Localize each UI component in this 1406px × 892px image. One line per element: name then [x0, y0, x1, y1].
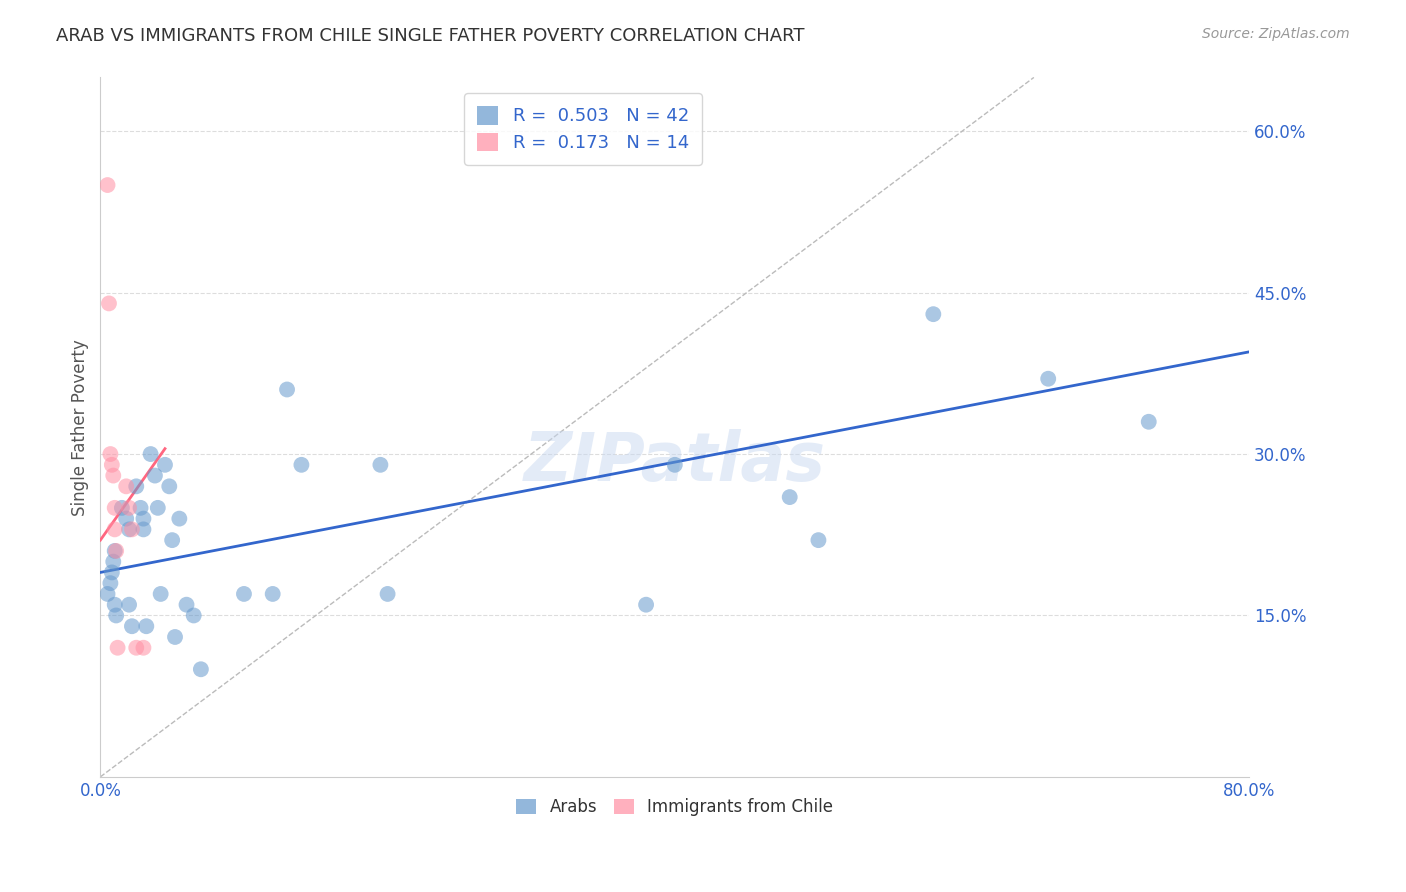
Point [118, 598, 141, 612]
Text: ARAB VS IMMIGRANTS FROM CHILE SINGLE FATHER POVERTY CORRELATION CHART: ARAB VS IMMIGRANTS FROM CHILE SINGLE FAT… [56, 27, 804, 45]
Point [233, 587, 256, 601]
Point [103, 555, 125, 569]
Point [103, 468, 125, 483]
Point [96, 178, 118, 192]
Point [153, 458, 176, 472]
Point [135, 619, 157, 633]
Point [104, 522, 127, 536]
Point [276, 383, 298, 397]
Point [105, 544, 128, 558]
Point [125, 640, 148, 655]
Point [100, 447, 122, 461]
Point [779, 490, 801, 504]
Point [98, 296, 121, 310]
Text: Source: ZipAtlas.com: Source: ZipAtlas.com [1202, 27, 1350, 41]
Point [96, 587, 118, 601]
Point [104, 500, 127, 515]
Point [190, 662, 212, 676]
Point [636, 598, 658, 612]
Point [105, 608, 128, 623]
Point [101, 566, 124, 580]
Point [132, 511, 155, 525]
Point [139, 447, 162, 461]
Point [104, 544, 127, 558]
Point [163, 630, 186, 644]
Point [101, 458, 124, 472]
Point [143, 468, 166, 483]
Point [132, 522, 155, 536]
Point [1038, 372, 1060, 386]
Point [370, 458, 392, 472]
Point [115, 511, 138, 525]
Point [118, 500, 141, 515]
Point [807, 533, 830, 548]
Point [377, 587, 399, 601]
Point [121, 619, 143, 633]
Point [146, 500, 169, 515]
Point [157, 479, 180, 493]
Point [664, 458, 686, 472]
Point [169, 511, 191, 525]
Point [183, 608, 205, 623]
Point [262, 587, 284, 601]
Legend: Arabs, Immigrants from Chile: Arabs, Immigrants from Chile [508, 789, 842, 824]
Point [1137, 415, 1160, 429]
Point [132, 640, 155, 655]
Point [176, 598, 198, 612]
Point [100, 576, 122, 591]
Point [115, 479, 138, 493]
Point [107, 640, 129, 655]
Point [149, 587, 172, 601]
Text: ZIPatlas: ZIPatlas [524, 429, 825, 495]
Point [922, 307, 945, 321]
Point [125, 479, 148, 493]
Point [160, 533, 183, 548]
Point [118, 522, 141, 536]
Point [290, 458, 312, 472]
Y-axis label: Single Father Poverty: Single Father Poverty [72, 339, 89, 516]
Point [111, 500, 134, 515]
Point [121, 522, 143, 536]
Point [129, 500, 152, 515]
Point [104, 598, 127, 612]
